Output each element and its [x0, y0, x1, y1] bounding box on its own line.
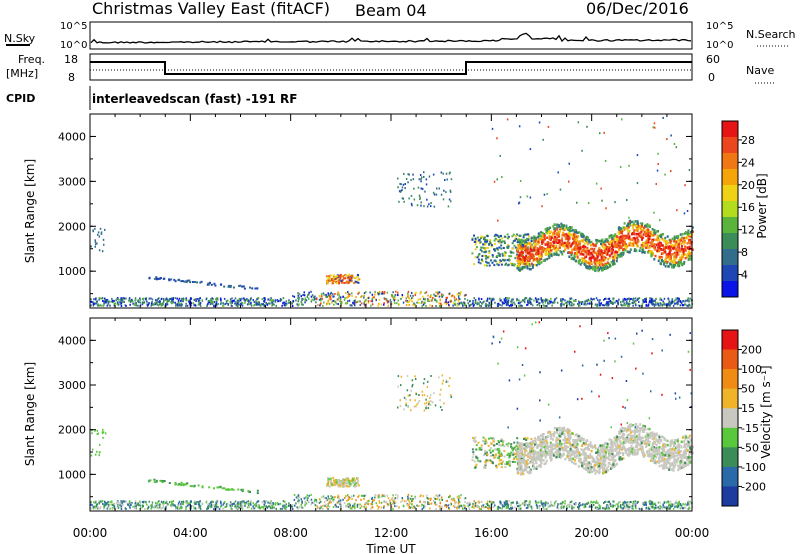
y-tick-label: 1000 — [58, 468, 86, 481]
colorbar-tick-label: -200 — [741, 480, 766, 493]
colorbar-segment — [722, 185, 738, 202]
power-y-ticks: 1000 2000 3000 4000 — [58, 130, 692, 295]
colorbar-tick-label: 8 — [741, 246, 748, 259]
colorbar-segment — [722, 486, 738, 507]
freq-panel: Freq. [MHz] 18 8 60 0 Nave — [6, 53, 775, 84]
power-heatmap-data — [90, 116, 694, 308]
y-tick-label: 1000 — [58, 265, 86, 278]
colorbar-tick-label: -15 — [741, 422, 759, 435]
colorbar-tick-label: 24 — [741, 156, 755, 169]
colorbar-segment — [722, 281, 738, 298]
y-tick-label: 4000 — [58, 334, 86, 347]
power-panel: 1000 2000 3000 4000 Slant Range [km] 4 8 12 16… — [23, 113, 769, 309]
x-tick-label: 00:00 — [73, 526, 108, 540]
colorbar-tick-label: -50 — [741, 441, 759, 454]
colorbar-tick-label: 100 — [741, 363, 762, 376]
power-colorbar-label: Power [dB] — [755, 173, 769, 238]
colorbar-segment — [722, 233, 738, 250]
nsky-panel: N.Sky 10^5 10^0 10^5 10^0 N.Search — [4, 21, 796, 51]
colorbar-tick-label: 15 — [741, 402, 755, 415]
velocity-y-label: Slant Range [km] — [23, 362, 37, 466]
velocity-heatmap-data — [90, 321, 694, 511]
velocity-colorbar-label: Velocity [m s⁻¹] — [759, 365, 773, 458]
velocity-colorbar: 200 100 50 15 -15 -50 -100 -200 — [721, 329, 766, 507]
colorbar-segment — [722, 330, 738, 351]
colorbar-tick-label: -100 — [741, 461, 766, 474]
colorbar-segment — [722, 217, 738, 234]
colorbar-tick-label: 50 — [741, 383, 755, 396]
colorbar-tick-label: 28 — [741, 134, 755, 147]
colorbar-segment — [722, 265, 738, 282]
colorbar-segment — [722, 169, 738, 186]
y-tick-label: 2000 — [58, 424, 86, 437]
colorbar-segment — [722, 388, 738, 409]
cpid-value: interleavedscan (fast) -191 RF — [92, 92, 297, 106]
colorbar-segment — [722, 121, 738, 138]
colorbar-segment — [722, 137, 738, 154]
colorbar-segment — [722, 249, 738, 266]
beam-label: Beam 04 — [355, 1, 427, 20]
colorbar-tick-label: 4 — [741, 269, 748, 282]
colorbar-segment — [722, 369, 738, 390]
nsearch-label: N.Search — [746, 28, 796, 41]
x-tick-label: 08:00 — [273, 526, 308, 540]
power-colorbar: 4 8 12 16 20 24 28 — [721, 120, 755, 298]
colorbar-tick-label: 16 — [741, 201, 755, 214]
x-tick-label: 20:00 — [574, 526, 609, 540]
colorbar-segment — [722, 153, 738, 170]
freq-tick-high: 18 — [64, 53, 78, 66]
x-tick-label: 04:00 — [173, 526, 208, 540]
y-tick-label: 3000 — [58, 379, 86, 392]
x-tick-label: 12:00 — [374, 526, 409, 540]
freq-frame — [89, 53, 693, 81]
y-tick-label: 2000 — [58, 220, 86, 233]
x-axis-label: Time UT — [365, 542, 416, 554]
time-axis: 00:00 04:00 08:00 12:00 16:00 20:00 00:00 — [73, 114, 710, 540]
colorbar-tick-label: 200 — [741, 344, 762, 357]
colorbar-tick-label: 20 — [741, 179, 755, 192]
power-y-label: Slant Range [km] — [23, 159, 37, 263]
freq-unit-label: [MHz] — [6, 67, 38, 80]
freq-label: Freq. — [18, 53, 45, 66]
nsearch-tick-low: 10^0 — [706, 40, 733, 51]
figure-title: Christmas Valley East (fitACF) — [92, 0, 330, 18]
cpid-row: CPID interleavedscan (fast) -191 RF — [6, 86, 297, 110]
x-tick-label: 00:00 — [675, 526, 710, 540]
freq-trace — [90, 61, 692, 75]
colorbar-segment — [722, 408, 738, 429]
colorbar-segment — [722, 349, 738, 370]
nave-tick-high: 60 — [706, 53, 720, 66]
nsky-tick-low: 10^0 — [60, 40, 87, 51]
colorbar-segment — [722, 466, 738, 487]
freq-tick-low: 8 — [68, 71, 75, 84]
colorbar-tick-label: 12 — [741, 224, 755, 237]
y-tick-label: 3000 — [58, 175, 86, 188]
nsky-tick-high: 10^5 — [60, 21, 87, 32]
date-label: 06/Dec/2016 — [586, 0, 689, 18]
nave-label: Nave — [746, 64, 774, 77]
y-tick-label: 4000 — [58, 130, 86, 143]
colorbar-segment — [722, 447, 738, 468]
cpid-label: CPID — [6, 92, 35, 105]
nsky-frame — [89, 21, 693, 50]
nsky-trace — [90, 32, 692, 44]
velocity-y-ticks: 1000 2000 3000 4000 — [58, 334, 692, 498]
nsky-label: N.Sky — [4, 32, 36, 45]
nave-tick-low: 0 — [708, 71, 715, 84]
colorbar-segment — [722, 201, 738, 218]
x-tick-label: 16:00 — [474, 526, 509, 540]
velocity-panel: 1000 2000 3000 4000 Slant Range [km] 200 100… — [23, 317, 773, 512]
colorbar-frame — [721, 329, 739, 507]
nsearch-tick-high: 10^5 — [706, 21, 733, 32]
colorbar-frame — [721, 120, 739, 298]
colorbar-segment — [722, 427, 738, 448]
